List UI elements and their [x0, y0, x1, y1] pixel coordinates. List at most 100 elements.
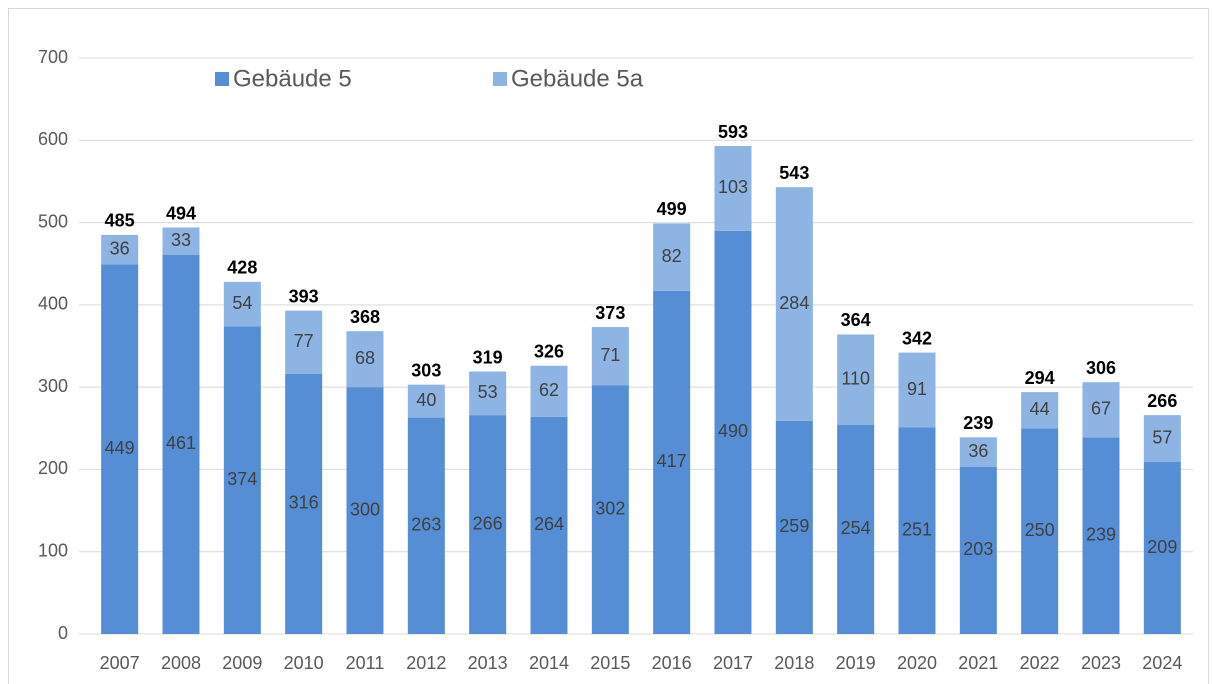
- x-tick-label: 2016: [652, 653, 692, 673]
- data-label: 266: [473, 513, 503, 533]
- bar-segment: [223, 326, 261, 634]
- bar-segment: [959, 437, 997, 467]
- data-label: 62: [539, 380, 559, 400]
- bar-segment: [714, 146, 752, 231]
- total-label: 485: [105, 211, 135, 231]
- y-tick-label: 500: [38, 211, 68, 231]
- x-tick-label: 2019: [836, 653, 876, 673]
- y-tick-label: 300: [38, 376, 68, 396]
- bar-segment: [591, 327, 629, 386]
- data-label: 67: [1091, 399, 1111, 419]
- bar-segment: [1143, 415, 1181, 463]
- bar-segment: [714, 230, 752, 635]
- bar-segment: [101, 264, 139, 634]
- x-tick-label: 2008: [161, 653, 201, 673]
- y-tick-label: 600: [38, 129, 68, 149]
- x-tick-label: 2023: [1081, 653, 1121, 673]
- data-label: 36: [968, 441, 988, 461]
- bar-segment: [407, 417, 445, 634]
- legend-swatch: [493, 72, 507, 86]
- data-label: 57: [1152, 427, 1172, 447]
- x-tick-label: 2011: [346, 653, 385, 673]
- bar-segment: [162, 227, 200, 255]
- bar-segment: [837, 334, 875, 425]
- total-label: 306: [1086, 358, 1116, 378]
- total-label: 543: [779, 163, 809, 183]
- bar-segment: [162, 254, 200, 635]
- x-tick-label: 2021: [958, 653, 998, 673]
- total-label: 593: [718, 122, 748, 142]
- data-label: 302: [595, 498, 625, 518]
- total-label: 266: [1147, 391, 1177, 411]
- data-label: 300: [350, 499, 380, 519]
- x-tick-label: 2018: [774, 653, 814, 673]
- data-label: 33: [171, 230, 191, 250]
- y-tick-label: 200: [38, 458, 68, 478]
- bar-segment: [898, 352, 936, 428]
- chart-frame: [8, 8, 1209, 684]
- x-tick-label: 2007: [100, 653, 140, 673]
- bar-segment: [1082, 437, 1120, 634]
- data-label: 374: [227, 469, 257, 489]
- total-label: 239: [963, 413, 993, 433]
- y-tick-label: 400: [38, 294, 68, 314]
- total-label: 368: [350, 307, 380, 327]
- x-tick-label: 2013: [468, 653, 508, 673]
- total-label: 373: [595, 303, 625, 323]
- bar-segment: [346, 387, 384, 634]
- bar-segment: [285, 373, 323, 634]
- x-tick-label: 2012: [406, 653, 446, 673]
- data-label: 110: [841, 368, 870, 388]
- data-label: 209: [1147, 537, 1177, 557]
- data-label: 68: [355, 348, 375, 368]
- x-tick-label: 2020: [897, 653, 937, 673]
- data-label: 251: [902, 519, 932, 539]
- x-tick-label: 2010: [284, 653, 324, 673]
- data-label: 254: [841, 518, 871, 538]
- bar-segment: [653, 223, 691, 291]
- y-tick-label: 700: [38, 47, 68, 67]
- data-label: 316: [289, 493, 319, 513]
- bar-segment: [837, 424, 875, 634]
- total-label: 494: [166, 203, 196, 223]
- bar-segment: [346, 331, 384, 388]
- total-label: 342: [902, 328, 932, 348]
- bar-segment: [530, 365, 568, 417]
- bar-segment: [959, 466, 997, 634]
- data-label: 449: [105, 438, 135, 458]
- total-label: 319: [473, 347, 503, 367]
- data-label: 203: [963, 539, 993, 559]
- legend-swatch: [215, 72, 229, 86]
- bar-segment: [775, 187, 813, 421]
- bar-segment: [1021, 428, 1059, 634]
- data-label: 417: [657, 451, 687, 471]
- data-label: 82: [662, 246, 682, 266]
- total-label: 428: [227, 258, 257, 278]
- bar-segment: [1082, 382, 1120, 438]
- data-label: 36: [110, 238, 130, 258]
- data-label: 284: [779, 293, 809, 313]
- data-label: 44: [1030, 399, 1050, 419]
- data-label: 250: [1025, 520, 1055, 540]
- data-label: 103: [718, 177, 748, 197]
- data-label: 40: [416, 390, 436, 410]
- data-label: 53: [478, 382, 498, 402]
- bar-segment: [223, 281, 261, 327]
- bar-segment: [407, 384, 445, 418]
- bar-segment: [898, 427, 936, 634]
- x-tick-label: 2022: [1020, 653, 1060, 673]
- total-label: 326: [534, 341, 564, 361]
- y-tick-label: 0: [58, 623, 68, 643]
- data-label: 263: [411, 515, 441, 535]
- x-tick-label: 2014: [529, 653, 569, 673]
- bar-segment: [285, 310, 323, 374]
- data-label: 54: [232, 293, 252, 313]
- x-tick-label: 2024: [1142, 653, 1182, 673]
- total-label: 294: [1025, 368, 1055, 388]
- bar-segment: [469, 415, 507, 634]
- bar-segment: [1021, 392, 1059, 429]
- total-label: 393: [289, 286, 319, 306]
- total-label: 303: [411, 360, 441, 380]
- data-label: 71: [600, 345, 620, 365]
